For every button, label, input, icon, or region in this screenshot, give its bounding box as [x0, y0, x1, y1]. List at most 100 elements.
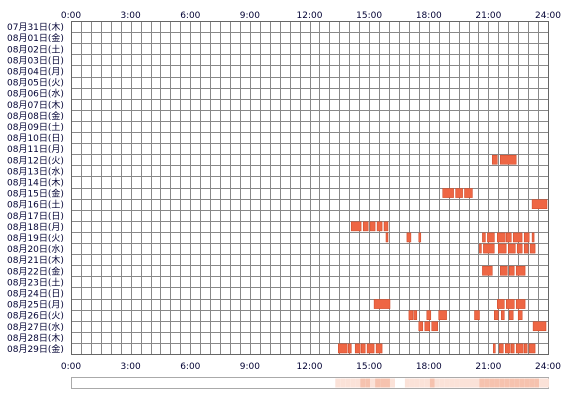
activity-bar — [510, 343, 515, 354]
summary-cell — [355, 378, 361, 388]
date-label: 08月06日(水) — [7, 88, 64, 100]
summary-cell — [404, 378, 410, 388]
activity-bar — [482, 232, 486, 243]
activity-bar — [528, 343, 536, 354]
summary-cell — [499, 378, 505, 388]
date-label: 08月10日(日) — [7, 133, 64, 144]
date-label: 08月12日(火) — [7, 155, 64, 166]
bottom-time-axis: 0:00 3:00 6:00 9:00 12:00 15:00 18:00 21:00 24:0… — [61, 362, 561, 372]
bottom-tick-label: 9:00 — [240, 362, 260, 372]
activity-bars — [338, 154, 548, 354]
activity-bar — [500, 154, 517, 165]
activity-bar — [338, 343, 348, 354]
activity-bar — [406, 232, 412, 243]
activity-bar — [531, 199, 548, 209]
activity-bar — [474, 310, 480, 320]
activity-bar — [508, 243, 516, 254]
top-tick-label: 0:00 — [61, 11, 81, 21]
date-label: 08月11日(月) — [7, 144, 64, 155]
top-tick-label: 18:00 — [416, 11, 442, 21]
summary-strip — [71, 377, 549, 389]
activity-bar — [515, 299, 526, 309]
activity-bar — [366, 343, 375, 354]
activity-bar — [350, 221, 362, 232]
activity-bar — [408, 310, 414, 320]
summary-cell — [335, 378, 341, 388]
date-label: 08月05日(火) — [7, 78, 64, 89]
date-label: 08月17日(日) — [7, 211, 64, 222]
summary-cell — [469, 378, 475, 388]
summary-cell — [454, 378, 460, 388]
summary-cell — [489, 378, 495, 388]
activity-bar — [360, 343, 366, 354]
activity-bar — [506, 232, 512, 243]
top-time-axis: 0:00 3:00 6:00 9:00 12:00 15:00 18:00 21:00 24:0… — [61, 11, 561, 21]
activity-bar — [383, 221, 389, 232]
date-label: 08月16日(土) — [7, 199, 64, 211]
top-tick-label: 15:00 — [356, 11, 382, 21]
summary-cell — [474, 378, 480, 388]
summary-cell — [419, 378, 425, 388]
top-tick-label: 9:00 — [240, 11, 260, 21]
date-label: 08月21日(木) — [7, 254, 64, 266]
summary-cell — [409, 378, 415, 388]
bottom-tick-label: 24:00 — [535, 362, 561, 372]
top-tick-label: 6:00 — [180, 11, 200, 21]
summary-cell — [385, 378, 390, 388]
date-label: 08月19日(火) — [7, 233, 64, 244]
top-tick-label: 3:00 — [120, 11, 140, 21]
bottom-tick-label: 15:00 — [356, 362, 382, 372]
summary-cell — [524, 378, 530, 388]
activity-bar — [464, 188, 473, 198]
summary-cell — [514, 378, 520, 388]
activity-bar — [508, 310, 514, 320]
date-label: 08月22日(金) — [7, 265, 64, 277]
activity-bar — [506, 299, 515, 309]
activity-bar — [455, 188, 463, 198]
summary-cell — [459, 378, 465, 388]
date-label: 08月07日(木) — [7, 99, 64, 111]
activity-bar — [523, 232, 530, 243]
date-label: 08月23日(土) — [7, 276, 64, 288]
summary-cell — [390, 378, 395, 388]
date-label: 08月20日(水) — [7, 243, 64, 255]
summary-cell — [380, 378, 386, 388]
activity-bar — [529, 243, 536, 254]
summary-cell — [534, 378, 540, 388]
bottom-tick-label: 6:00 — [180, 362, 200, 372]
bottom-tick-label: 3:00 — [120, 362, 140, 372]
date-label: 08月28日(木) — [7, 332, 64, 344]
summary-cell — [449, 378, 455, 388]
activity-bar — [494, 310, 499, 320]
activity-bar — [483, 243, 495, 254]
bottom-tick-label: 12:00 — [297, 362, 323, 372]
activity-bar — [497, 299, 505, 309]
summary-cell — [484, 378, 490, 388]
date-label: 08月18日(月) — [7, 222, 64, 233]
bottom-tick-label: 18:00 — [416, 362, 442, 372]
date-label: 08月03日(日) — [7, 55, 64, 66]
plot-frame — [71, 21, 549, 355]
activity-bar — [413, 310, 418, 320]
date-label: 08月15日(金) — [7, 188, 64, 200]
summary-cell — [434, 378, 440, 388]
summary-cell — [414, 378, 420, 388]
activity-bar — [516, 243, 523, 254]
date-label: 08月25日(月) — [7, 300, 64, 311]
activity-bar — [492, 154, 498, 165]
summary-cell — [544, 378, 549, 388]
activity-bar — [438, 310, 447, 320]
activity-bar — [517, 310, 523, 320]
summary-cell — [439, 378, 445, 388]
activity-bar — [424, 321, 431, 332]
date-label: 08月26日(火) — [7, 311, 64, 322]
summary-cell — [539, 378, 545, 388]
activity-bar — [500, 265, 508, 276]
date-label: 08月09日(土) — [7, 121, 64, 133]
date-label: 08月27日(水) — [7, 321, 64, 333]
date-labels: 07月31日(木)08月01日(金)08月02日(土)08月03日(日)08月0… — [7, 21, 64, 355]
activity-bar — [354, 343, 361, 354]
activity-bar — [531, 232, 535, 243]
summary-cell — [345, 378, 351, 388]
activity-bar — [426, 310, 432, 320]
